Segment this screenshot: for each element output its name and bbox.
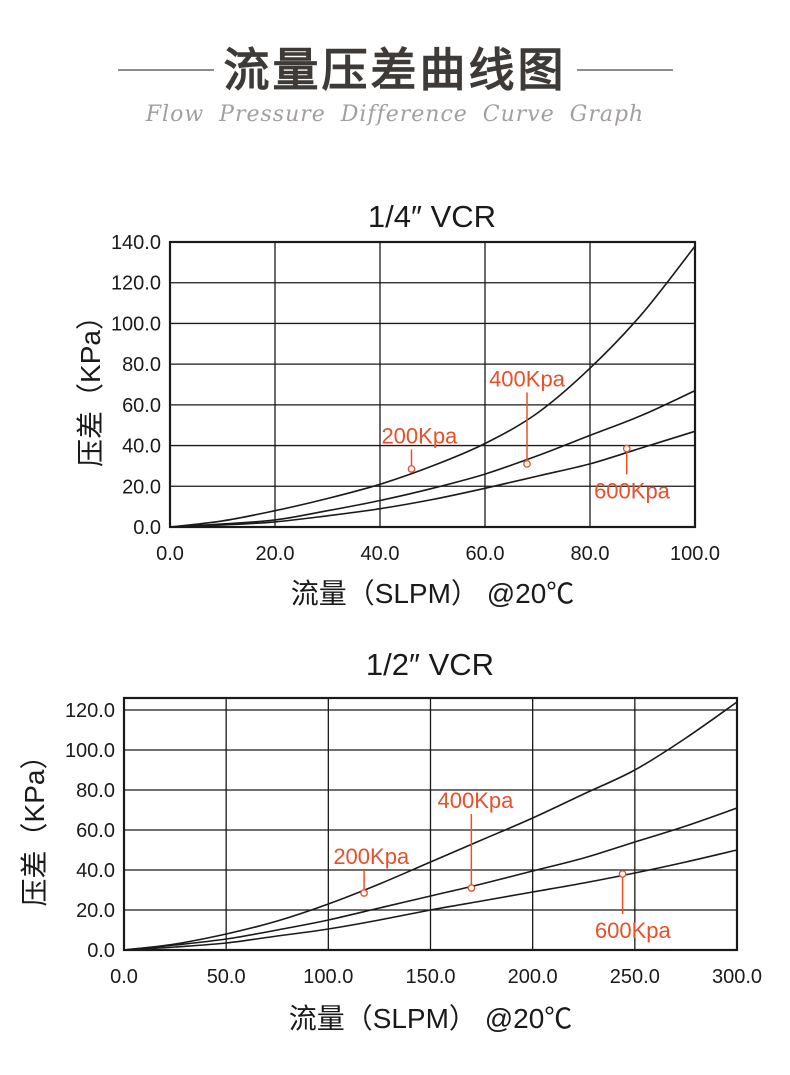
y-tick-label: 100.0 xyxy=(65,740,115,762)
chart-quarter-inch-vcr: 0.0 20.0 40.0 60.0 80.0 100.0 0.0 20.0 40.0 60.0 8… xyxy=(75,199,720,609)
x-tick-label: 60.0 xyxy=(466,543,505,565)
plot-border xyxy=(122,696,739,952)
y-tick-label: 140.0 xyxy=(111,232,161,254)
x-tick-label: 80.0 xyxy=(571,543,610,565)
y-tick-label: 120.0 xyxy=(111,273,161,295)
y-tick-label: 20.0 xyxy=(122,476,161,498)
grid-lines xyxy=(123,698,738,951)
y-tick-label: 60.0 xyxy=(76,820,115,842)
y-axis-title: 压差（KPa） xyxy=(75,302,106,467)
curves xyxy=(123,701,738,951)
annotation-label-200Kpa: 200Kpa xyxy=(381,423,458,448)
page-title: 流量压差曲线图 xyxy=(223,44,567,96)
y-tick-label: 120.0 xyxy=(65,700,115,722)
x-axis-title: 流量（SLPM） @20℃ xyxy=(291,578,575,609)
title-row: 流量压差曲线图 xyxy=(0,44,790,97)
curve-600Kpa xyxy=(123,849,738,951)
curve-200Kpa xyxy=(169,245,696,528)
annotation-marker-200Kpa xyxy=(360,889,368,897)
y-tick-label: 100.0 xyxy=(111,313,161,335)
annotation-label-200Kpa: 200Kpa xyxy=(333,844,410,869)
x-tick-label: 0.0 xyxy=(110,966,138,988)
title-divider-left xyxy=(117,69,214,72)
x-tick-label: 100.0 xyxy=(303,966,353,988)
y-tick-label: 0.0 xyxy=(133,517,161,539)
annotation-marker-400Kpa xyxy=(523,460,531,468)
tick-labels: 0.0 50.0 100.0 150.0 200.0 250.0 300.0 0.0 20.0 4… xyxy=(65,700,762,988)
annotations: 200Kpa 400Kpa 600Kpa xyxy=(381,366,670,503)
y-tick-label: 80.0 xyxy=(122,354,161,376)
x-tick-label: 0.0 xyxy=(156,543,184,565)
chart-half-inch-vcr: 0.0 50.0 100.0 150.0 200.0 250.0 300.0 0.0 20.0 4… xyxy=(19,647,762,1034)
y-tick-label: 0.0 xyxy=(87,940,115,962)
x-tick-label: 100.0 xyxy=(670,543,720,565)
chart-title: 1/4″ VCR xyxy=(368,199,496,234)
curve-600Kpa xyxy=(169,430,696,528)
annotations: 200Kpa 400Kpa 600Kpa xyxy=(333,788,671,943)
plot-border xyxy=(168,240,697,529)
y-tick-label: 80.0 xyxy=(76,780,115,802)
x-tick-label: 300.0 xyxy=(712,966,762,988)
header: 流量压差曲线图 Flow Pressure Difference Curve G… xyxy=(0,44,790,127)
annotation-label-400Kpa: 400Kpa xyxy=(489,366,566,391)
x-tick-label: 150.0 xyxy=(405,966,455,988)
y-tick-label: 40.0 xyxy=(76,860,115,882)
x-axis-title: 流量（SLPM） @20℃ xyxy=(289,1003,573,1034)
annotation-marker-600Kpa xyxy=(618,870,627,878)
x-tick-label: 200.0 xyxy=(508,966,558,988)
chart-title: 1/2″ VCR xyxy=(366,647,494,682)
x-tick-label: 20.0 xyxy=(256,543,295,565)
annotation-label-400Kpa: 400Kpa xyxy=(438,788,515,813)
page-subtitle: Flow Pressure Difference Curve Graph xyxy=(145,101,645,127)
x-tick-label: 40.0 xyxy=(361,543,400,565)
title-divider-right xyxy=(576,69,673,72)
annotation-label-600Kpa: 600Kpa xyxy=(594,478,671,503)
curves xyxy=(169,245,696,528)
curve-400Kpa xyxy=(123,807,738,951)
tick-labels: 0.0 20.0 40.0 60.0 80.0 100.0 0.0 20.0 40.0 60.0 8… xyxy=(111,232,720,565)
y-axis-title: 压差（KPa） xyxy=(19,742,50,907)
x-tick-label: 250.0 xyxy=(610,966,660,988)
y-tick-label: 60.0 xyxy=(122,395,161,417)
annotation-marker-200Kpa xyxy=(407,465,416,473)
y-tick-label: 40.0 xyxy=(122,436,161,458)
y-tick-label: 20.0 xyxy=(76,900,115,922)
annotation-marker-400Kpa xyxy=(467,884,476,892)
curve-200Kpa xyxy=(123,701,738,951)
curve-400Kpa xyxy=(169,389,696,528)
annotation-label-600Kpa: 600Kpa xyxy=(595,918,672,943)
annotation-marker-600Kpa xyxy=(622,444,631,453)
x-tick-label: 50.0 xyxy=(207,966,246,988)
